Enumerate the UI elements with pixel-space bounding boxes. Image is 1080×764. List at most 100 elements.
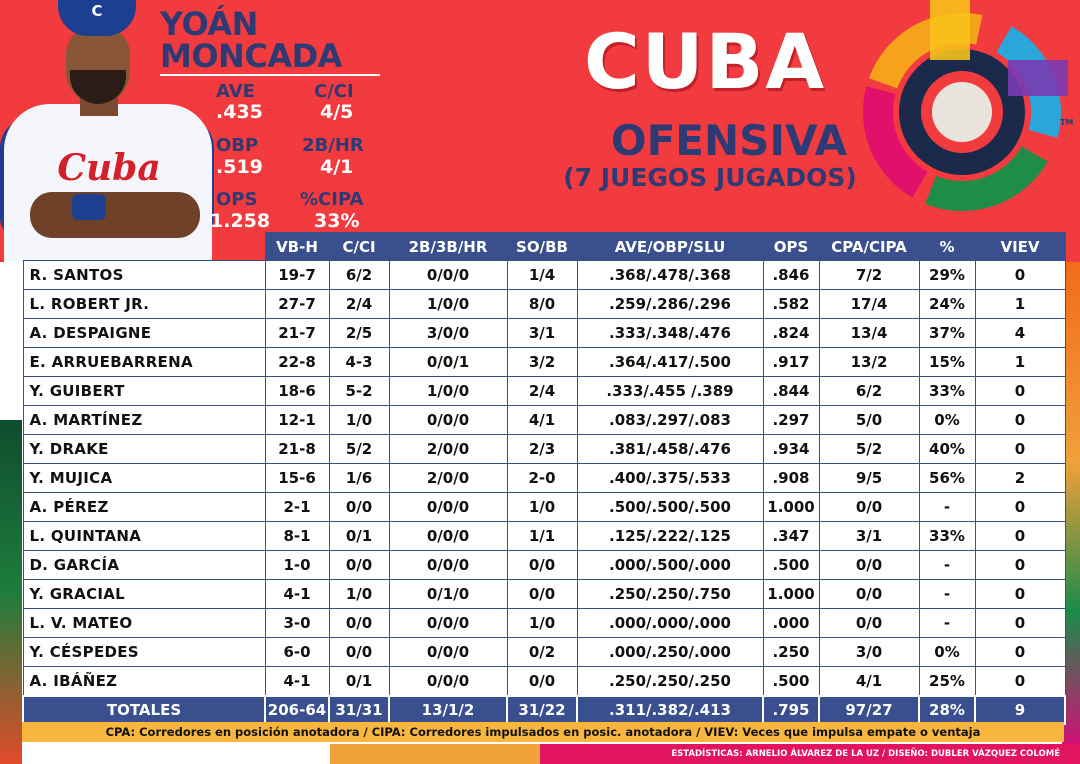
cell-so-bb: 2/3 — [506, 434, 578, 464]
stat-value-cipa: 33% — [314, 210, 360, 232]
cell-vb-h: 4-1 — [264, 666, 330, 696]
cell-player-name: A. PÉREZ — [22, 492, 266, 522]
cell-ave-obp-slu: .400/.375/.533 — [576, 463, 764, 493]
cell-viev: 0 — [974, 260, 1066, 290]
cell-vb-h: 19-7 — [264, 260, 330, 290]
table-row: L. ROBERT JR. 27-7 2/4 1/0/0 8/0.259/.286/.2… — [22, 289, 1066, 319]
totals-row: TOTALES 206-64 31/31 13/1/2 31/22.311/.382/.… — [22, 694, 1066, 725]
total-2b-3b-hr: 13/1/2 — [388, 694, 508, 725]
cell-so-bb: 0/0 — [506, 550, 578, 580]
total-pct: 28% — [918, 694, 976, 725]
cell-viev: 0 — [974, 376, 1066, 406]
cell-vb-h: 27-7 — [264, 289, 330, 319]
player-name: YOÁN MONCADA — [160, 8, 382, 72]
cell-pct: 25% — [918, 666, 976, 696]
stat-value-ave: .435 — [216, 101, 263, 123]
cell-vb-h: 2-1 — [264, 492, 330, 522]
table-row: Y. MUJICA 15-6 1/6 2/0/0 2-0.400/.375/.533.9… — [22, 463, 1066, 493]
table-row: A. MARTÍNEZ 12-1 1/0 0/0/0 4/1.083/.297/.083… — [22, 405, 1066, 435]
cell-c-ci: 2/5 — [328, 318, 390, 348]
table-row: L. QUINTANA 8-1 0/1 0/0/0 1/1.125/.222/.125.… — [22, 521, 1066, 551]
cell-player-name: Y. GUIBERT — [22, 376, 266, 406]
cell-vb-h: 12-1 — [264, 405, 330, 435]
stat-label-cipa: %CIPA — [300, 189, 364, 210]
cell-viev: 0 — [974, 405, 1066, 435]
cell-ave-obp-slu: .364/.417/.500 — [576, 347, 764, 377]
stat-label-ave: AVE — [216, 81, 255, 102]
cell-pct: 0% — [918, 637, 976, 667]
table-row: L. V. MATEO 3-0 0/0 0/0/0 1/0.000/.000/.000.… — [22, 608, 1066, 638]
cell-cpa-cipa: 0/0 — [818, 579, 920, 609]
cell-viev: 0 — [974, 608, 1066, 638]
cell-ops: .000 — [762, 608, 820, 638]
cell-2b-3b-hr: 3/0/0 — [388, 318, 508, 348]
table-row: Y. GRACIAL 4-1 1/0 0/1/0 0/0.250/.250/.750 1.… — [22, 579, 1066, 609]
cell-pct: - — [918, 550, 976, 580]
cell-2b-3b-hr: 0/0/0 — [388, 260, 508, 290]
total-ops: .795 — [762, 694, 820, 725]
stat-label-obp: OBP — [216, 135, 259, 156]
cell-pct: 56% — [918, 463, 976, 493]
cell-2b-3b-hr: 0/0/0 — [388, 608, 508, 638]
cell-ave-obp-slu: .000/.000/.000 — [576, 608, 764, 638]
bottom-stripe-orange — [330, 744, 540, 764]
bottom-stripe-pink — [540, 744, 1080, 764]
cell-vb-h: 8-1 — [264, 521, 330, 551]
decorative-stripe-left — [0, 420, 22, 764]
cell-cpa-cipa: 5/2 — [818, 434, 920, 464]
table-row: D. GARCÍA 1-0 0/0 0/0/0 0/0.000/.500/.000.50… — [22, 550, 1066, 580]
player-photo: C Cuba — [0, 0, 215, 262]
cell-ops: .582 — [762, 289, 820, 319]
column-header-so-bb: SO/BB — [506, 232, 578, 261]
cell-ave-obp-slu: .000/.250/.000 — [576, 637, 764, 667]
cell-vb-h: 4-1 — [264, 579, 330, 609]
cell-so-bb: 1/4 — [506, 260, 578, 290]
cell-c-ci: 0/0 — [328, 492, 390, 522]
cell-player-name: A. DESPAIGNE — [22, 318, 266, 348]
total-cpa-cipa: 97/27 — [818, 694, 920, 725]
cell-vb-h: 21-8 — [264, 434, 330, 464]
cell-so-bb: 1/1 — [506, 521, 578, 551]
cell-c-ci: 4-3 — [328, 347, 390, 377]
cell-ops: .250 — [762, 637, 820, 667]
player-last-name: MONCADA — [160, 37, 342, 75]
cap-logo-icon: C — [91, 2, 103, 20]
credits-text: ESTADÍSTICAS: ARNELIO ÁLVAREZ DE LA UZ /… — [671, 749, 1060, 759]
stat-label-ops: OPS — [216, 189, 258, 210]
cell-ave-obp-slu: .259/.286/.296 — [576, 289, 764, 319]
cell-player-name: Y. GRACIAL — [22, 579, 266, 609]
cell-player-name: D. GARCÍA — [22, 550, 266, 580]
stat-value-ops: 1.258 — [210, 210, 271, 232]
cell-ops: .934 — [762, 434, 820, 464]
cell-cpa-cipa: 3/1 — [818, 521, 920, 551]
player-cap — [58, 0, 136, 36]
cell-c-ci: 0/0 — [328, 550, 390, 580]
cell-2b-3b-hr: 0/0/1 — [388, 347, 508, 377]
cell-so-bb: 0/2 — [506, 637, 578, 667]
cell-player-name: R. SANTOS — [22, 260, 266, 290]
table-row: A. PÉREZ 2-1 0/0 0/0/0 1/0.500/.500/.500 1.00… — [22, 492, 1066, 522]
cell-c-ci: 0/0 — [328, 637, 390, 667]
table-row: Y. GUIBERT 18-6 5-2 1/0/0 2/4.333/.455 /.389… — [22, 376, 1066, 406]
games-played: (7 JUEGOS JUGADOS) — [563, 163, 857, 192]
cell-c-ci: 1/0 — [328, 405, 390, 435]
player-arms — [30, 192, 200, 238]
cell-cpa-cipa: 0/0 — [818, 608, 920, 638]
total-vb-h: 206-64 — [264, 694, 330, 725]
cell-viev: 0 — [974, 492, 1066, 522]
cell-so-bb: 3/1 — [506, 318, 578, 348]
cell-so-bb: 1/0 — [506, 492, 578, 522]
cell-2b-3b-hr: 0/0/0 — [388, 666, 508, 696]
cell-2b-3b-hr: 0/0/0 — [388, 637, 508, 667]
cell-c-ci: 6/2 — [328, 260, 390, 290]
cell-cpa-cipa: 0/0 — [818, 550, 920, 580]
cell-viev: 4 — [974, 318, 1066, 348]
trademark-mark: TM — [1060, 118, 1074, 127]
cell-ave-obp-slu: .368/.478/.368 — [576, 260, 764, 290]
column-header-ave-obp-slu: AVE/OBP/SLU — [576, 232, 764, 261]
column-header-ops: OPS — [762, 232, 820, 261]
cell-2b-3b-hr: 0/1/0 — [388, 579, 508, 609]
cell-cpa-cipa: 13/2 — [818, 347, 920, 377]
cell-player-name: L. ROBERT JR. — [22, 289, 266, 319]
decorative-stripe-right — [1062, 262, 1080, 762]
